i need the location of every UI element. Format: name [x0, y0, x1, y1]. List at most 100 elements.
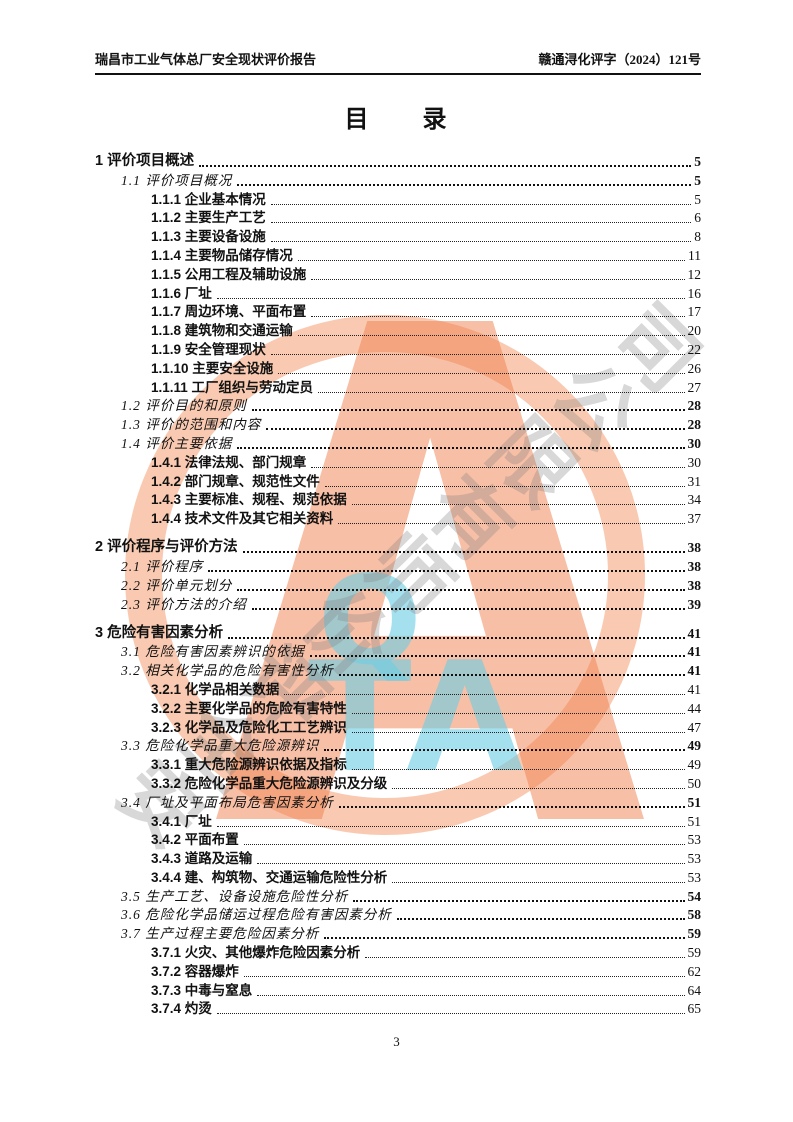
toc-dot-leader: [216, 1013, 685, 1015]
toc-entry[interactable]: 1.1.4 主要物品储存情况 11: [95, 245, 701, 264]
toc-entry-page-number: 37: [687, 511, 702, 527]
toc-entry[interactable]: 1.4.3 主要标准、规程、规范依据 34: [95, 490, 701, 509]
toc-entry-page-number: 30: [687, 435, 702, 451]
toc-entry[interactable]: 1.1.6 厂址 16: [95, 283, 701, 302]
toc-entry[interactable]: 1.3 评价的范围和内容 28: [95, 414, 701, 433]
toc-entry-page-number: 20: [687, 323, 702, 339]
toc: 1 评价项目概述 5 1.1 评价项目概况 5 1.1.1 企业基本情况 5 1.1.2 主…: [95, 150, 701, 1017]
toc-entry-page-number: 62: [687, 963, 702, 979]
toc-entry-page-number: 53: [687, 851, 702, 867]
toc-entry-page-number: 44: [687, 700, 702, 716]
toc-dot-leader: [338, 674, 685, 677]
toc-entry[interactable]: 3.3.1 重大危险源辨识依据及指标 49: [95, 754, 701, 773]
toc-entry-label: 3.4.1 厂址: [151, 813, 212, 829]
toc-entry[interactable]: 3.6 危险化学品储运过程危险有害因素分析 58: [95, 905, 701, 924]
toc-entry-label: 1.1.8 建筑物和交通运输: [151, 323, 293, 339]
toc-dot-leader: [270, 353, 685, 355]
toc-entry-page-number: 28: [687, 398, 702, 414]
toc-entry[interactable]: 3.2.1 化学品相关数据 41: [95, 679, 701, 698]
toc-dot-leader: [257, 994, 685, 996]
toc-entry[interactable]: 1.1.8 建筑物和交通运输 20: [95, 320, 701, 339]
toc-entry[interactable]: 1.1.3 主要设备设施 8: [95, 226, 701, 245]
toc-entry-label: 1.1.1 企业基本情况: [151, 191, 266, 207]
toc-entry[interactable]: 1.1.5 公用工程及辅助设施 12: [95, 264, 701, 283]
toc-entry[interactable]: 2.2 评价单元划分 38: [95, 575, 701, 594]
toc-entry[interactable]: 3.2.3 化学品及危险化工工艺辨识 47: [95, 717, 701, 736]
toc-entry[interactable]: 3.7.4 灼烫 65: [95, 999, 701, 1018]
toc-entry-page-number: 22: [687, 341, 702, 357]
toc-entry-page-number: 11: [688, 247, 701, 263]
toc-dot-leader: [257, 863, 685, 865]
toc-entry[interactable]: 1.1.2 主要生产工艺 6: [95, 208, 701, 227]
toc-entry-page-number: 64: [687, 982, 702, 998]
toc-dot-leader: [270, 203, 692, 205]
toc-entry-label: 1 评价项目概述: [95, 153, 195, 169]
toc-dot-leader: [338, 805, 685, 808]
toc-entry-label: 3.1 危险有害因素辨识的依据: [121, 644, 305, 660]
toc-dot-leader: [251, 607, 685, 610]
toc-entry-page-number: 47: [687, 719, 702, 735]
toc-entry[interactable]: 1.4.1 法律法规、部门规章 30: [95, 452, 701, 471]
toc-entry-page-number: 34: [687, 492, 702, 508]
toc-entry[interactable]: 3.4.4 建、构筑物、交通运输危险性分析 53: [95, 867, 701, 886]
toc-entry[interactable]: 1.1 评价项目概况 5: [95, 170, 701, 189]
toc-entry[interactable]: 3.7.2 容器爆炸 62: [95, 961, 701, 980]
toc-entry[interactable]: 3.2.2 主要化学品的危险有害特性 44: [95, 698, 701, 717]
toc-entry[interactable]: 3.5 生产工艺、设备设施危险性分析 54: [95, 886, 701, 905]
toc-entry-label: 3.7.2 容器爆炸: [151, 963, 239, 979]
toc-dot-leader: [243, 844, 685, 846]
toc-dot-leader: [228, 636, 685, 639]
toc-entry[interactable]: 2.1 评价程序 38: [95, 556, 701, 575]
toc-dot-leader: [311, 466, 685, 468]
toc-entry[interactable]: 1.1.9 安全管理现状 22: [95, 339, 701, 358]
toc-entry[interactable]: 3.4 厂址及平面布局危害因素分析 51: [95, 792, 701, 811]
toc-entry[interactable]: 1.1.1 企业基本情况 5: [95, 189, 701, 208]
toc-entry[interactable]: 3.2 相关化学品的危险有害性分析 41: [95, 660, 701, 679]
toc-entry[interactable]: 3.4.2 平面布置 53: [95, 830, 701, 849]
toc-entry-page-number: 58: [687, 907, 702, 923]
toc-entry[interactable]: 3.4.1 厂址 51: [95, 811, 701, 830]
toc-entry[interactable]: 1.1.11 工厂组织与劳动定员 27: [95, 377, 701, 396]
toc-entry[interactable]: 2.3 评价方法的介绍 39: [95, 594, 701, 613]
toc-entry-label: 1.1.4 主要物品储存情况: [151, 247, 293, 263]
toc-entry-label: 3.7 生产过程主要危险因素分析: [121, 926, 320, 942]
toc-entry[interactable]: 3.1 危险有害因素辨识的依据 41: [95, 642, 701, 661]
toc-entry[interactable]: 3.7.1 火灾、其他爆炸危险因素分析 59: [95, 942, 701, 961]
toc-entry-page-number: 53: [687, 832, 702, 848]
toc-entry-label: 1.1 评价项目概况: [121, 172, 233, 188]
header-left-title: 瑞昌市工业气体总厂安全现状评价报告: [95, 52, 317, 67]
toc-entry[interactable]: 1 评价项目概述 5: [95, 150, 701, 170]
toc-entry-page-number: 5: [694, 191, 701, 207]
toc-dot-leader: [324, 485, 685, 487]
toc-entry[interactable]: 3.3 危险化学品重大危险源辨识 49: [95, 736, 701, 755]
toc-dot-leader: [353, 899, 685, 902]
toc-entry-label: 3.3.2 危险化学品重大危险源辨识及分级: [151, 775, 388, 791]
toc-entry[interactable]: 1.4.4 技术文件及其它相关资料 37: [95, 508, 701, 527]
page-header: 瑞昌市工业气体总厂安全现状评价报告 赣通浔化评字（2024）121号: [95, 49, 701, 75]
toc-entry[interactable]: 3 危险有害因素分析 41: [95, 622, 701, 642]
toc-entry[interactable]: 3.7.3 中毒与窒息 64: [95, 980, 701, 999]
toc-entry[interactable]: 3.7 生产过程主要危险因素分析 59: [95, 923, 701, 942]
footer-page-number: 3: [393, 1034, 400, 1049]
toc-entry[interactable]: 1.1.7 周边环境、平面布置 17: [95, 302, 701, 321]
toc-dot-leader: [237, 446, 685, 449]
toc-entry-page-number: 65: [687, 1001, 702, 1017]
toc-entry[interactable]: 3.3.2 危险化学品重大危险源辨识及分级 50: [95, 773, 701, 792]
toc-dot-leader: [216, 825, 685, 827]
header-right-doc-number: 赣通浔化评字（2024）121号: [538, 52, 701, 67]
toc-dot-leader: [392, 787, 685, 789]
toc-entry-page-number: 41: [687, 663, 702, 679]
toc-dot-leader: [284, 693, 685, 695]
toc-entry[interactable]: 1.1.10 主要安全设施 26: [95, 358, 701, 377]
toc-entry[interactable]: 1.4 评价主要依据 30: [95, 433, 701, 452]
toc-entry[interactable]: 1.4.2 部门规章、规范性文件 31: [95, 471, 701, 490]
toc-entry-page-number: 51: [687, 794, 702, 810]
toc-dot-leader: [208, 569, 685, 572]
toc-entry[interactable]: 2 评价程序与评价方法 38: [95, 536, 701, 556]
toc-entry-label: 1.1.7 周边环境、平面布置: [151, 304, 307, 320]
toc-dot-leader: [338, 523, 685, 525]
toc-dot-leader: [297, 259, 685, 261]
toc-entry[interactable]: 3.4.3 道路及运输 53: [95, 848, 701, 867]
toc-dot-leader: [318, 391, 685, 393]
toc-entry[interactable]: 1.2 评价目的和原则 28: [95, 396, 701, 415]
